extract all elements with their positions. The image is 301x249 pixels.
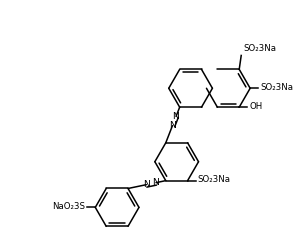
- Text: N: N: [169, 121, 176, 130]
- Text: N: N: [153, 178, 160, 187]
- Text: N: N: [143, 180, 150, 189]
- Text: N: N: [172, 112, 179, 121]
- Text: OH: OH: [249, 102, 262, 111]
- Text: SO₂3Na: SO₂3Na: [260, 83, 293, 92]
- Text: SO₂3Na: SO₂3Na: [197, 175, 231, 184]
- Text: SO₂3Na: SO₂3Na: [243, 45, 276, 54]
- Text: NaO₂3S: NaO₂3S: [52, 202, 85, 211]
